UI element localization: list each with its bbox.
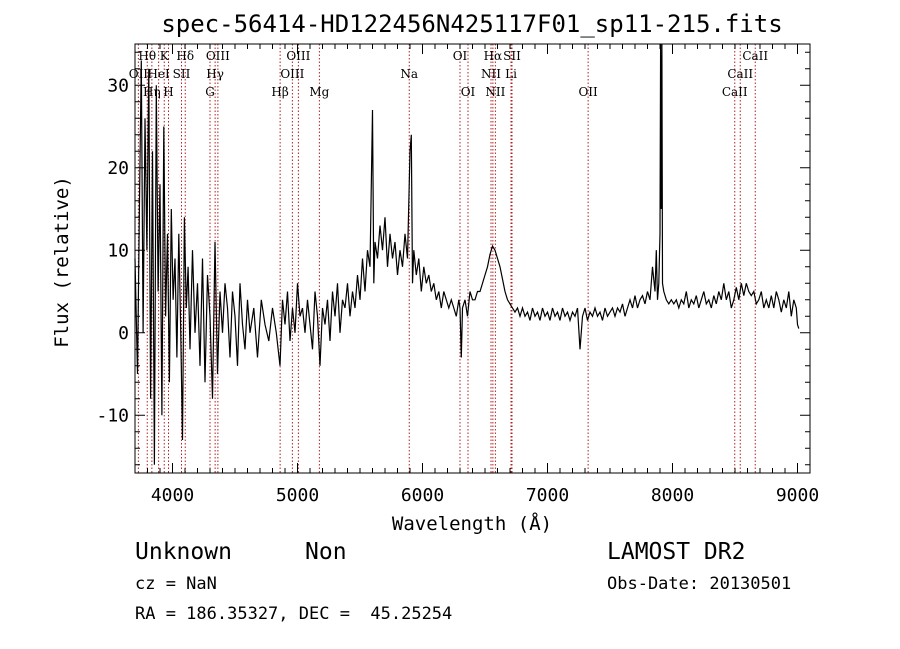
line-marker-label: Hη <box>143 85 161 99</box>
spectrum-series-line <box>134 43 800 465</box>
y-tick-label: 10 <box>107 240 129 261</box>
x-tick-label: 8000 <box>651 485 694 506</box>
line-marker-label: H <box>163 85 173 99</box>
x-tick-label: 9000 <box>776 485 819 506</box>
line-marker-label: G <box>205 85 215 99</box>
line-marker-label: Na <box>400 67 418 81</box>
spectral-line-labels: OIIHθHηHeIKHSIIHδGHγOIIIHβOIIIOIIIMgNaOI… <box>129 49 769 99</box>
y-axis-label: Flux (relative) <box>51 176 73 348</box>
spectral-line-markers <box>137 44 756 473</box>
spectral-class-label: Unknown <box>135 539 232 565</box>
spectral-subclass-label: Non <box>305 539 347 565</box>
line-marker-label: OII <box>578 85 598 99</box>
x-axis-label: Wavelength (Å) <box>392 512 552 535</box>
y-tick-label: 20 <box>107 158 129 179</box>
line-marker-label: SII <box>503 49 521 63</box>
axes: 4000 5000 6000 7000 8000 9000 -10 0 10 20 30 <box>96 44 819 506</box>
x-tick-label: 5000 <box>276 485 319 506</box>
line-marker-label: NII <box>485 85 505 99</box>
line-marker-label: OIII <box>286 49 310 63</box>
line-marker-label: CaII <box>722 85 748 99</box>
y-tick-label: -10 <box>96 405 129 426</box>
line-marker-label: CaII <box>742 49 768 63</box>
line-marker-label: SII <box>173 67 191 81</box>
line-marker-label: OIII <box>280 67 304 81</box>
line-marker-label: Hθ <box>138 49 156 63</box>
x-tick-label: 4000 <box>151 485 194 506</box>
line-marker-label: CaII <box>727 67 753 81</box>
line-marker-label: Hγ <box>206 67 224 81</box>
coordinates-label: RA = 186.35327, DEC = 45.25254 <box>135 604 453 624</box>
redshift-label: cz = NaN <box>135 574 217 594</box>
line-marker-label: Li <box>505 67 517 81</box>
plot-frame <box>134 43 811 474</box>
line-marker-label: Hδ <box>176 49 194 63</box>
x-tick-label: 6000 <box>401 485 444 506</box>
line-marker-label: HeI <box>147 67 170 81</box>
line-marker-label: OI <box>453 49 468 63</box>
survey-label: LAMOST DR2 <box>607 539 746 565</box>
line-marker-label: OI <box>461 85 476 99</box>
observation-date-label: Obs-Date: 20130501 <box>607 574 792 594</box>
line-marker-label: NII <box>481 67 501 81</box>
line-marker-label: OIII <box>206 49 230 63</box>
line-marker-label: Hα <box>484 49 503 63</box>
y-tick-label: 0 <box>118 323 129 344</box>
y-tick-label: 30 <box>107 75 129 96</box>
x-tick-label: 7000 <box>526 485 569 506</box>
line-marker-label: Hβ <box>271 85 288 99</box>
line-marker-label: K <box>160 49 170 63</box>
chart-title: spec-56414-HD122456N425117F01_sp11-215.f… <box>161 10 782 38</box>
line-marker-label: Mg <box>309 85 329 99</box>
line-marker-label: OII <box>129 67 149 81</box>
